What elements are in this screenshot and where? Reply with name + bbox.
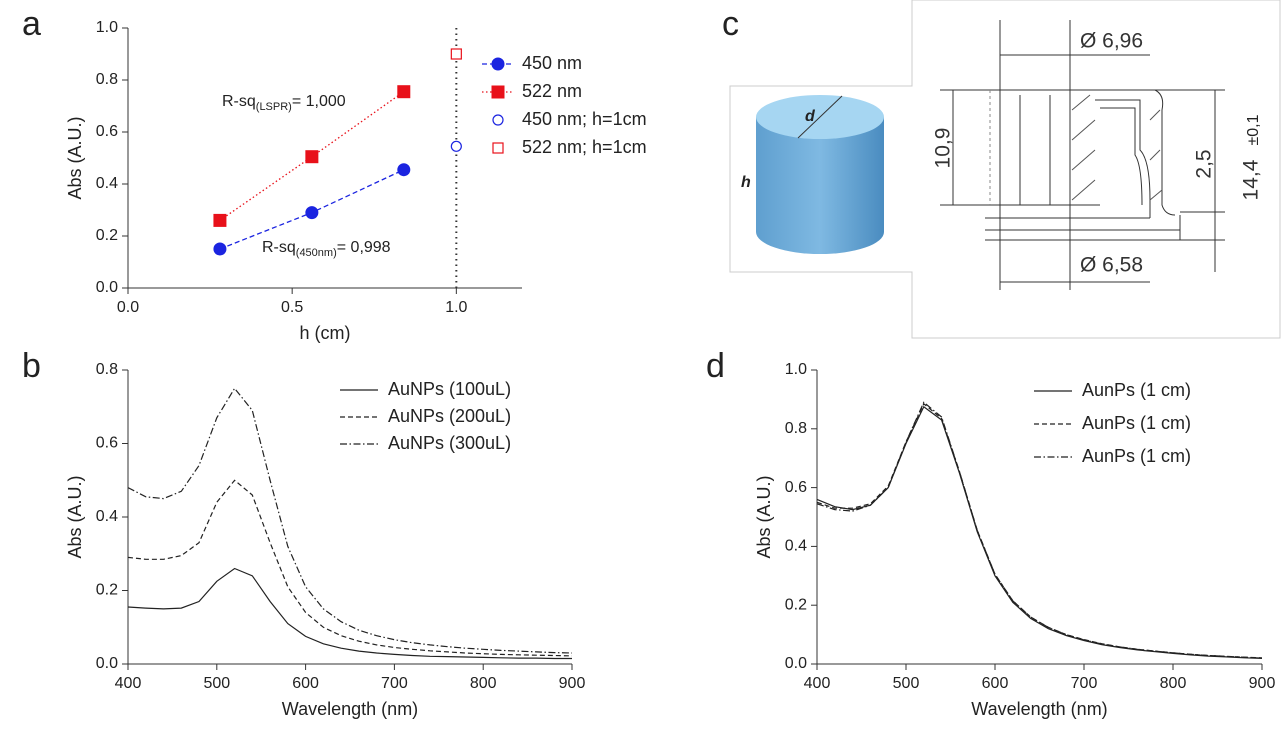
- y-tick-label: 0.8: [96, 71, 118, 88]
- marker: [305, 206, 319, 220]
- annotation: R-sq(LSPR)= 1,000: [222, 93, 346, 113]
- x-axis-title: Wavelength (nm): [971, 699, 1107, 719]
- legend-label: AunPs (1 cm): [1082, 380, 1191, 400]
- legend-label: 450 nm; h=1cm: [522, 109, 647, 129]
- dimension-label: 10,9: [932, 128, 955, 169]
- panel-label: d: [706, 347, 725, 385]
- x-tick-label: 600: [982, 675, 1009, 692]
- series-line: [127, 479, 573, 657]
- x-tick-label: 900: [1249, 675, 1276, 692]
- marker: [491, 57, 505, 71]
- y-tick-label: 0.0: [96, 655, 118, 672]
- y-tick-label: 0.4: [96, 508, 118, 525]
- dimension-label: Ø 6,58: [1080, 254, 1143, 277]
- y-tick-label: 0.0: [785, 655, 807, 672]
- marker: [397, 85, 411, 99]
- dimension-label: 2,5: [1193, 149, 1216, 178]
- x-tick-label: 800: [1160, 675, 1187, 692]
- annotation-suffix: = 1,000: [292, 93, 346, 110]
- technical-drawing: [940, 20, 1225, 290]
- panel-c-frame: [729, 0, 1281, 339]
- x-tick-label: 700: [381, 675, 408, 692]
- y-axis-title: Abs (A.U.): [65, 116, 85, 199]
- panel-c: c d h Ø 6,96 10,9 2,5 14,4 ±0,1 Ø 6,58: [722, 0, 1281, 339]
- marker: [397, 163, 411, 177]
- x-tick-label: 500: [203, 675, 230, 692]
- series-line: [127, 387, 573, 654]
- x-axis-title: h (cm): [300, 323, 351, 343]
- dimension-label: 14,4: [1240, 159, 1263, 200]
- y-tick-label: 0.2: [96, 227, 118, 244]
- x-tick-label: 0.0: [117, 299, 139, 316]
- legend-label: 522 nm: [522, 81, 582, 101]
- y-tick-label: 0.2: [785, 596, 807, 613]
- diameter-line: [797, 95, 843, 139]
- legend-label: 522 nm; h=1cm: [522, 137, 647, 157]
- x-tick-label: 400: [115, 675, 142, 692]
- x-tick-label: 500: [893, 675, 920, 692]
- x-tick-label: 800: [470, 675, 497, 692]
- x-tick-label: 600: [292, 675, 319, 692]
- panel-label: c: [722, 5, 739, 43]
- x-tick-label: 700: [1071, 675, 1098, 692]
- y-tick-label: 0.4: [785, 538, 807, 555]
- annotation: R-sq(450nm)= 0,998: [262, 239, 391, 259]
- x-tick-label: 900: [559, 675, 586, 692]
- marker: [213, 213, 227, 227]
- legend-label: AunPs (1 cm): [1082, 413, 1191, 433]
- cylinder-label: d: [805, 108, 816, 125]
- cylinder-label: h: [741, 174, 751, 191]
- legend-label: AuNPs (100uL): [388, 379, 511, 399]
- annotation-suffix: = 0,998: [337, 239, 391, 256]
- legend-label: AunPs (1 cm): [1082, 446, 1191, 466]
- cylinder-body: [756, 117, 884, 254]
- y-tick-label: 0.4: [96, 175, 118, 192]
- legend-label: AuNPs (300uL): [388, 433, 511, 453]
- marker: [450, 48, 462, 60]
- annotation-subscript: (450nm): [296, 247, 337, 259]
- annotation-subscript: (LSPR): [256, 101, 292, 113]
- y-tick-label: 1.0: [96, 19, 118, 36]
- y-tick-label: 1.0: [785, 361, 807, 378]
- y-tick-label: 0.6: [96, 435, 118, 452]
- annotation-text: R-sq: [262, 239, 296, 256]
- x-tick-label: 1.0: [445, 299, 467, 316]
- dimension-label: Ø 6,96: [1080, 30, 1143, 53]
- y-axis-title: Abs (A.U.): [65, 475, 85, 558]
- y-tick-label: 0.8: [96, 361, 118, 378]
- y-axis-title: Abs (A.U.): [754, 475, 774, 558]
- series-line: [816, 402, 1263, 659]
- marker: [492, 114, 504, 126]
- y-tick-label: 0.6: [785, 479, 807, 496]
- panel-label: a: [22, 5, 41, 43]
- y-tick-label: 0.6: [96, 123, 118, 140]
- series-line: [816, 405, 1263, 659]
- marker: [305, 150, 319, 164]
- x-tick-label: 400: [804, 675, 831, 692]
- y-tick-label: 0.2: [96, 582, 118, 599]
- panel-label: b: [22, 347, 41, 385]
- legend-label: 450 nm: [522, 53, 582, 73]
- legend-label: AuNPs (200uL): [388, 406, 511, 426]
- x-tick-label: 0.5: [281, 299, 303, 316]
- series-line: [127, 567, 572, 660]
- marker: [491, 85, 505, 99]
- marker: [213, 242, 227, 256]
- y-tick-label: 0.8: [785, 420, 807, 437]
- series-line: [219, 91, 405, 221]
- series-line: [816, 401, 1263, 659]
- dimension-tolerance: ±0,1: [1245, 114, 1262, 145]
- x-axis-title: Wavelength (nm): [282, 699, 418, 719]
- marker: [450, 140, 462, 152]
- marker: [492, 142, 504, 154]
- y-tick-label: 0.0: [96, 279, 118, 296]
- annotation-text: R-sq: [222, 93, 256, 110]
